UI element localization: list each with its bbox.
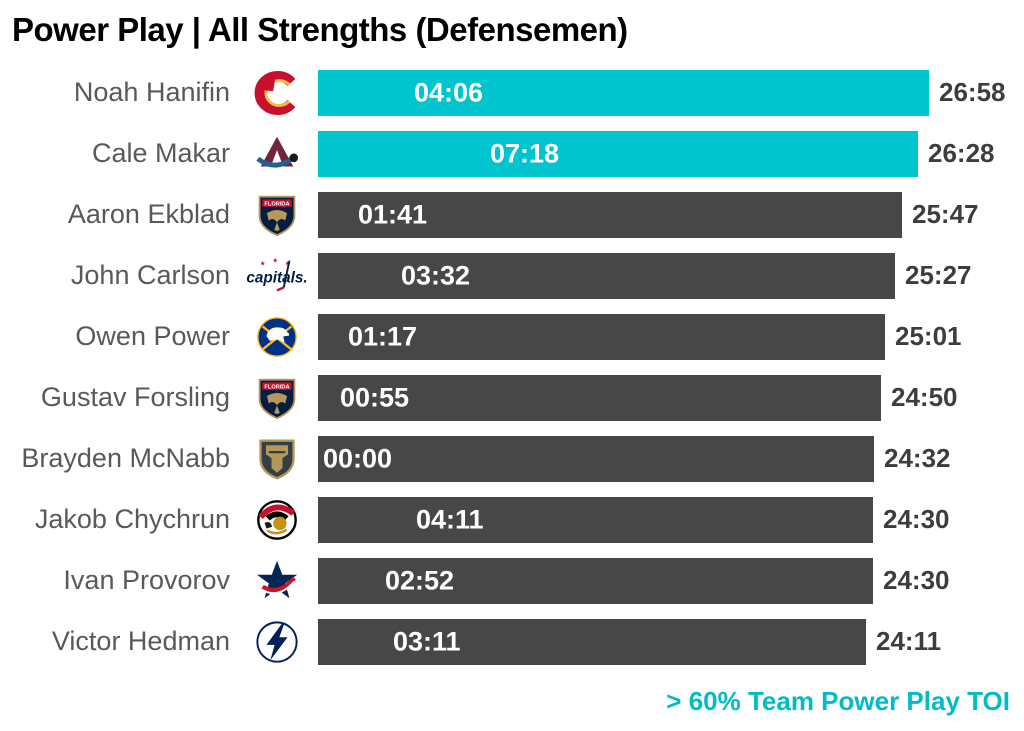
player-row: Victor Hedman 03:11 24:11 bbox=[0, 611, 1024, 672]
svg-text:★: ★ bbox=[260, 259, 266, 267]
total-toi-label: 26:28 bbox=[928, 138, 995, 168]
svg-text:FLORIDA: FLORIDA bbox=[264, 384, 289, 390]
total-toi-label: 24:30 bbox=[883, 504, 950, 534]
total-toi-label: 24:32 bbox=[884, 443, 951, 473]
total-toi-label: 25:47 bbox=[912, 199, 979, 229]
pp-toi-label: 00:55 bbox=[340, 382, 410, 412]
buffalo-sabres-logo bbox=[236, 314, 318, 360]
florida-panthers-logo: FLORIDA bbox=[236, 375, 318, 421]
bar-chart: Noah Hanifin 04:06 26:58 Cale Makar 07:1… bbox=[0, 62, 1024, 672]
toi-bar: 02:52 bbox=[318, 557, 873, 604]
florida-panthers-logo: FLORIDA bbox=[236, 192, 318, 238]
pp-toi-label: 01:41 bbox=[358, 199, 428, 229]
toi-bar: 07:18 bbox=[318, 130, 918, 177]
player-row: Aaron Ekblad FLORIDA 01:41 25:47 bbox=[0, 184, 1024, 245]
total-toi-label: 24:30 bbox=[883, 565, 950, 595]
legend-note: > 60% Team Power Play TOI bbox=[666, 686, 1010, 716]
toi-bar: 03:11 bbox=[318, 618, 866, 665]
pp-toi-label: 04:06 bbox=[414, 77, 484, 107]
player-name-label: Ivan Provorov bbox=[63, 565, 230, 595]
player-row: Ivan Provorov 02:52 24:30 bbox=[0, 550, 1024, 611]
player-name-label: Jakob Chychrun bbox=[34, 504, 230, 534]
player-row: Noah Hanifin 04:06 26:58 bbox=[0, 62, 1024, 123]
player-row: Gustav Forsling FLORIDA 00:55 24:50 bbox=[0, 367, 1024, 428]
svg-text:★: ★ bbox=[285, 259, 291, 267]
toi-bar: 01:41 bbox=[318, 191, 902, 238]
calgary-flames-logo bbox=[236, 70, 318, 116]
total-toi-label: 25:01 bbox=[895, 321, 962, 351]
toi-bar: 00:55 bbox=[318, 374, 881, 421]
total-toi-label: 24:11 bbox=[876, 626, 942, 656]
colorado-avalanche-logo bbox=[236, 131, 318, 177]
toi-bar: 00:00 bbox=[318, 435, 874, 482]
svg-text:★: ★ bbox=[272, 256, 278, 264]
total-toi-label: 26:58 bbox=[939, 77, 1006, 107]
bar-area: 04:06 26:58 bbox=[318, 69, 1024, 116]
svg-text:capitals.: capitals. bbox=[246, 269, 307, 286]
pp-toi-label: 04:11 bbox=[416, 504, 484, 534]
player-name-label: Brayden McNabb bbox=[21, 443, 230, 473]
toi-bar: 04:06 bbox=[318, 69, 929, 116]
bar-area: 02:52 24:30 bbox=[318, 557, 1024, 604]
player-name-label: Cale Makar bbox=[91, 138, 230, 168]
bar-area: 01:41 25:47 bbox=[318, 191, 1024, 238]
bar-area: 03:32 25:27 bbox=[318, 252, 1024, 299]
player-row: Owen Power 01:17 25:01 bbox=[0, 306, 1024, 367]
bar-area: 00:00 24:32 bbox=[318, 435, 1024, 482]
player-name-label: Victor Hedman bbox=[51, 626, 230, 656]
total-toi-label: 25:27 bbox=[905, 260, 972, 290]
pp-toi-label: 07:18 bbox=[490, 138, 560, 168]
player-name-label: John Carlson bbox=[70, 260, 230, 290]
player-row: John Carlson ★ ★ ★ capitals. 03:32 25:27 bbox=[0, 245, 1024, 306]
player-name-label: Owen Power bbox=[75, 321, 230, 351]
tampa-bay-lightning-logo bbox=[236, 619, 318, 665]
pp-toi-label: 03:11 bbox=[393, 626, 461, 656]
vegas-golden-knights-logo bbox=[236, 436, 318, 482]
chart-title: Power Play | All Strengths (Defensemen) bbox=[12, 11, 628, 48]
player-name-label: Noah Hanifin bbox=[73, 77, 230, 107]
player-row: Jakob Chychrun 04:11 24:30 bbox=[0, 489, 1024, 550]
player-name-label: Gustav Forsling bbox=[40, 382, 230, 412]
bar-area: 01:17 25:01 bbox=[318, 313, 1024, 360]
player-row: Brayden McNabb 00:00 24:32 bbox=[0, 428, 1024, 489]
toi-bar: 03:32 bbox=[318, 252, 895, 299]
total-toi-label: 24:50 bbox=[891, 382, 958, 412]
bar-area: 04:11 24:30 bbox=[318, 496, 1024, 543]
bar-area: 03:11 24:11 bbox=[318, 618, 1024, 665]
svg-text:FLORIDA: FLORIDA bbox=[264, 201, 289, 207]
pp-toi-label: 00:00 bbox=[323, 443, 393, 473]
toi-bar: 04:11 bbox=[318, 496, 873, 543]
player-row: Cale Makar 07:18 26:28 bbox=[0, 123, 1024, 184]
bar-area: 00:55 24:50 bbox=[318, 374, 1024, 421]
bar-area: 07:18 26:28 bbox=[318, 130, 1024, 177]
pp-toi-label: 02:52 bbox=[385, 565, 455, 595]
ottawa-senators-logo bbox=[236, 497, 318, 543]
player-name-label: Aaron Ekblad bbox=[67, 199, 230, 229]
columbus-blue-jackets-logo bbox=[236, 558, 318, 604]
pp-toi-label: 01:17 bbox=[348, 321, 418, 351]
washington-capitals-logo: ★ ★ ★ capitals. bbox=[236, 253, 318, 299]
toi-bar: 01:17 bbox=[318, 313, 885, 360]
pp-toi-label: 03:32 bbox=[401, 260, 471, 290]
